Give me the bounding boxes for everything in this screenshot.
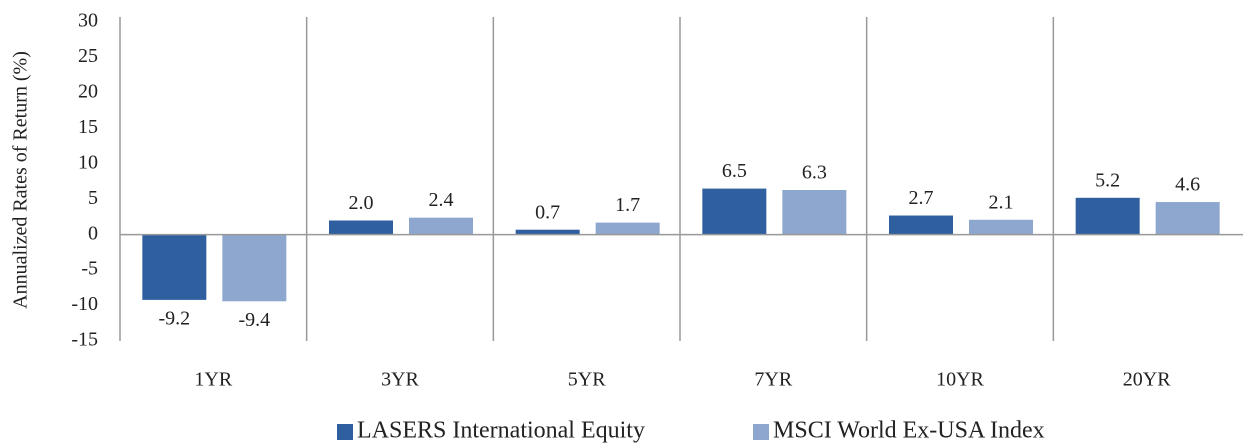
- legend-swatch: [753, 424, 769, 440]
- y-tick-label: 30: [78, 10, 98, 32]
- bar: [515, 229, 580, 235]
- bar: [329, 220, 393, 235]
- legend-label: MSCI World Ex-USA Index: [773, 418, 1045, 444]
- data-label: -9.2: [158, 307, 190, 329]
- data-label: 2.4: [429, 189, 454, 211]
- data-label: 5.2: [1095, 169, 1120, 191]
- bar: [782, 190, 847, 235]
- y-tick-label: 0: [88, 222, 98, 244]
- bar: [1155, 202, 1220, 235]
- data-label: 4.6: [1175, 174, 1200, 196]
- bar: [409, 217, 473, 235]
- bar: [222, 234, 287, 302]
- bar: [969, 219, 1033, 235]
- data-label: 2.1: [989, 191, 1014, 213]
- data-label: 6.3: [802, 162, 827, 184]
- x-tick-label: 5YR: [568, 369, 606, 391]
- data-label: 0.7: [535, 201, 560, 223]
- bar: [142, 234, 207, 300]
- y-axis-title: Annualized Rates of Return (%): [10, 51, 32, 309]
- legend-swatch: [337, 424, 353, 440]
- y-tick-label: -10: [71, 293, 98, 315]
- y-tick-label: -15: [71, 329, 98, 351]
- data-label: 6.5: [722, 160, 747, 182]
- data-label: -9.4: [238, 309, 270, 331]
- y-tick-label: 15: [78, 116, 98, 138]
- y-tick-label: 20: [78, 80, 98, 102]
- data-label: 2.0: [349, 192, 374, 214]
- y-tick-label: -5: [81, 258, 98, 280]
- y-tick-label: 10: [78, 151, 98, 173]
- y-tick-label: 25: [78, 45, 98, 67]
- x-tick-label: 7YR: [754, 369, 792, 391]
- x-tick-label: 1YR: [194, 369, 232, 391]
- bar: [1075, 197, 1140, 235]
- x-tick-label: 10YR: [936, 369, 984, 391]
- x-tick-label: 20YR: [1123, 369, 1171, 391]
- y-tick-label: 5: [88, 187, 98, 209]
- bar: [595, 222, 660, 235]
- data-label: 1.7: [615, 194, 640, 216]
- legend-label: LASERS International Equity: [357, 418, 645, 444]
- bar: [889, 215, 953, 235]
- x-tick-label: 3YR: [381, 369, 419, 391]
- data-label: 2.7: [909, 187, 934, 209]
- bar: [702, 188, 767, 235]
